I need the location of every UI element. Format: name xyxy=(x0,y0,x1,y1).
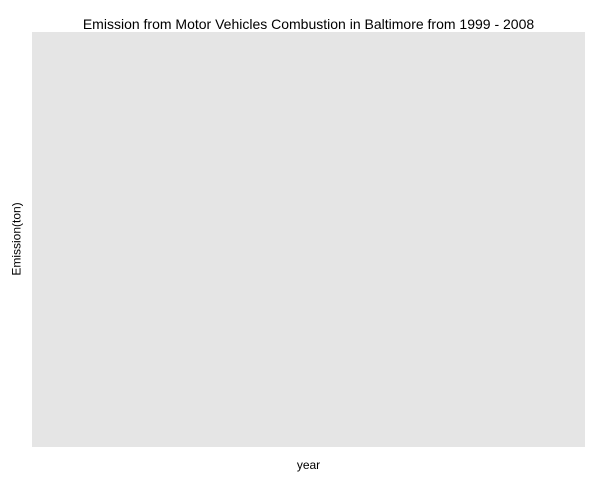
chart-title: Emission from Motor Vehicles Combustion … xyxy=(82,16,535,32)
plot-panel xyxy=(32,32,585,447)
y-axis-label: Emission(ton) xyxy=(9,202,24,276)
x-axis-label: year xyxy=(296,458,321,472)
